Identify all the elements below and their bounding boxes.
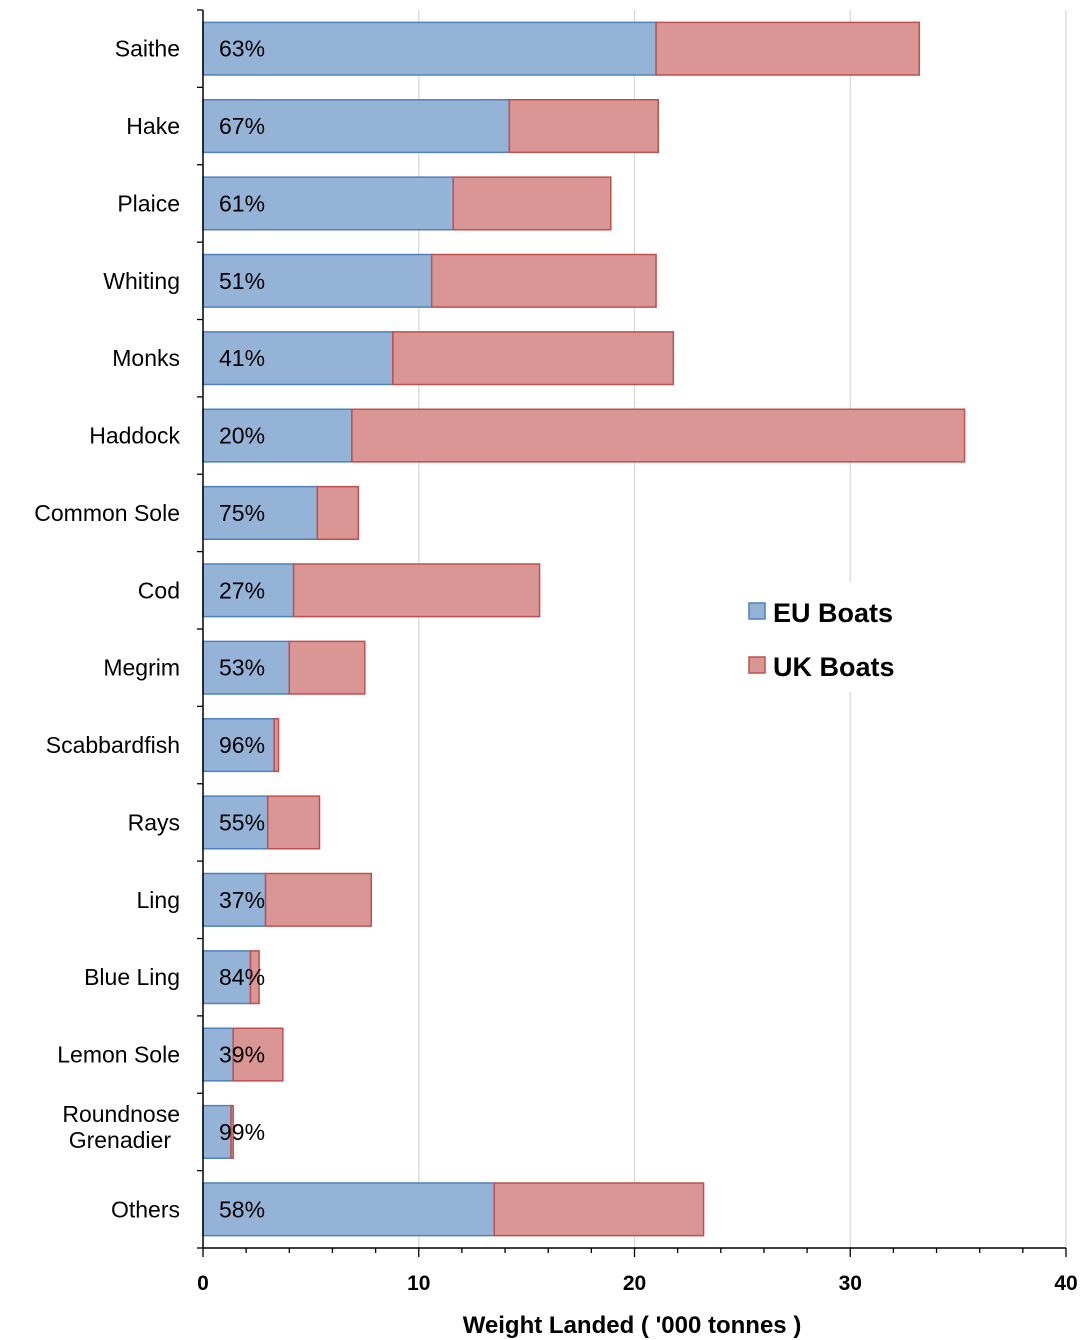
percent-label: 55% [219,809,265,835]
x-tick-label: 30 [839,1272,862,1295]
bar-segment-uk [508,99,659,154]
bar-segment-uk [230,1104,234,1159]
bars [202,21,966,1237]
bar-segment-eu [202,872,267,927]
percent-label: 67% [219,113,265,139]
percent-label: 20% [219,423,265,449]
category-labels: Saithe Hake Plaice Whiting Monks Haddock Commo… [34,36,180,1223]
bar-segment-uk [452,176,612,231]
category-label-line: Grenadier [69,1127,172,1153]
axes: 0 10 20 30 40 [197,9,1078,1295]
bar-segment-eu [202,1027,234,1082]
category-label: Hake [126,113,180,139]
bar-segment-uk [264,872,373,927]
percent-label: 58% [219,1196,265,1222]
percent-label: 37% [219,887,265,913]
bar-segment-uk [351,408,966,463]
percent-label: 84% [219,964,265,990]
category-label: Saithe [115,36,180,62]
category-label: Blue Ling [84,964,180,990]
percent-label: 61% [219,190,265,216]
percent-label: 51% [219,268,265,294]
category-label: Cod [138,577,180,603]
x-tick-label: 10 [407,1272,430,1295]
category-label-line: Roundnose [62,1101,180,1127]
category-label: Lemon Sole [57,1042,180,1068]
bar-segment-uk [288,640,366,695]
category-label: Haddock [89,423,180,449]
percent-label: 41% [219,345,265,371]
percent-label: 27% [219,577,265,603]
bar-segment-eu [202,795,269,850]
category-label: Roundnose Grenadier [62,1101,180,1153]
legend-label-eu-boats: EU Boats [773,598,893,628]
category-label: Plaice [117,190,180,216]
bar-segment-eu [202,21,657,76]
category-label: Megrim [103,655,180,681]
percent-label: 99% [219,1119,265,1145]
bar-segment-uk [249,950,260,1005]
percent-label: 39% [219,1042,265,1068]
bar-segment-uk [316,485,360,540]
bar-segment-eu [202,331,394,386]
category-label: Common Sole [34,500,180,526]
legend-background [735,582,925,692]
bar-segment-uk [392,331,675,386]
percent-label: 75% [219,500,265,526]
bar-segment-uk [232,1027,284,1082]
legend-swatch-uk-boats [748,656,766,674]
legend-swatch-eu-boats [748,602,766,620]
percent-label: 53% [219,655,265,681]
legend-label-uk-boats: UK Boats [773,652,895,682]
percent-label: 63% [219,36,265,62]
bar-segment-uk [493,1182,705,1237]
category-label: Ling [137,887,180,913]
bar-segment-eu [202,485,319,540]
x-tick-label: 40 [1054,1272,1077,1295]
percent-labels: 63% 67% 61% 51% 41% 20% 75% 27% 53% 96% 55% 37% 84% 3… [219,36,265,1223]
category-label: Whiting [103,268,180,294]
bar-segment-eu [202,718,275,773]
bar-segment-uk [292,563,541,618]
bar-segment-uk [655,21,921,76]
category-label: Rays [128,809,180,835]
x-tick-label: 20 [623,1272,646,1295]
legend: EU Boats UK Boats [735,582,925,692]
category-label: Scabbardfish [46,732,180,758]
category-label: Others [111,1196,180,1222]
bar-segment-uk [266,795,321,850]
percent-label: 96% [219,732,265,758]
x-tick-label: 0 [197,1272,209,1295]
x-axis-title: Weight Landed ( '000 tonnes ) [463,1312,802,1339]
bar-segment-uk [430,253,657,308]
bar-segment-uk [273,718,280,773]
bar-segment-eu [202,99,511,154]
category-label: Monks [112,345,180,371]
